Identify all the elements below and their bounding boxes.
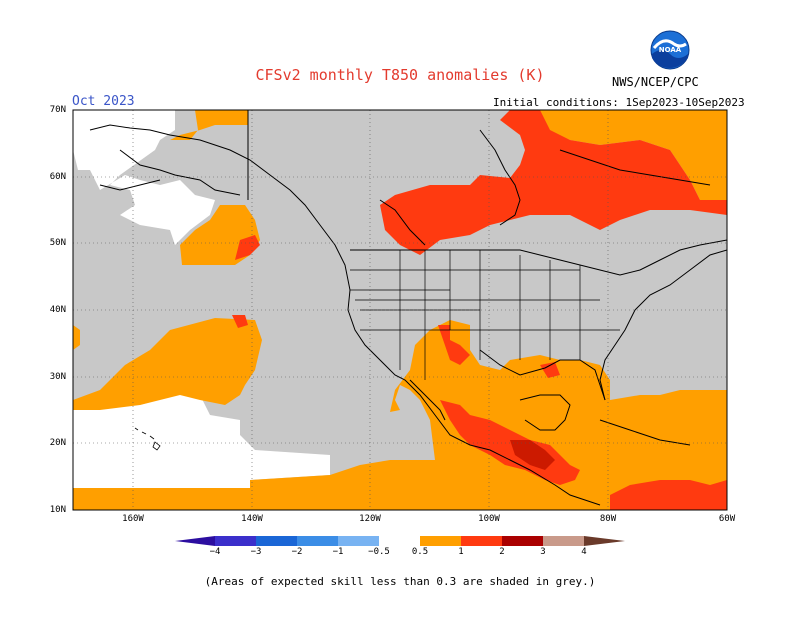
- red-region-gulf-alaska: [235, 235, 260, 260]
- initial-conditions: Initial conditions: 1Sep2023-10Sep2023: [493, 96, 745, 109]
- hawaii-islands: [134, 427, 161, 451]
- red-region-canada: [380, 110, 727, 255]
- colorbar-segment: [215, 536, 256, 546]
- lon-label: 100W: [478, 514, 500, 524]
- lat-label: 60N: [49, 172, 66, 182]
- lon-label: 120W: [359, 514, 381, 524]
- map-frame: [72, 109, 728, 511]
- red-region-caribbean: [610, 480, 727, 510]
- orange-region-north: [170, 110, 248, 140]
- colorbar-segment: [338, 536, 379, 546]
- colorbar-segment: [584, 536, 625, 546]
- lat-label: 40N: [49, 305, 66, 315]
- orange-region-northeast: [540, 110, 727, 200]
- agency-label: NWS/NCEP/CPC: [612, 75, 699, 89]
- orange-region-west: [73, 325, 80, 350]
- lon-label: 60W: [718, 514, 736, 524]
- white-region-alaska: [73, 110, 215, 245]
- coastlines: [89, 110, 727, 506]
- red-region-gulf: [540, 362, 560, 378]
- lon-label: 160W: [122, 514, 144, 524]
- colorbar-tick: 1: [458, 547, 464, 557]
- lat-label: 20N: [49, 438, 66, 448]
- colorbar-segment: [297, 536, 338, 546]
- colorbar-tick: 4: [581, 547, 587, 557]
- colorbar-tick: 3: [540, 547, 546, 557]
- svg-text:NOAA: NOAA: [659, 46, 682, 54]
- colorbar-segment: [420, 536, 461, 546]
- colorbar-segment: [461, 536, 502, 546]
- footnote: (Areas of expected skill less than 0.3 a…: [204, 575, 596, 588]
- lat-label: 10N: [49, 505, 66, 515]
- colorbar-segment: [379, 536, 420, 546]
- colorbar-segment: [502, 536, 543, 546]
- colorbar-tick: −1: [332, 547, 344, 557]
- white-region-arctic: [73, 110, 133, 140]
- noaa-logo-icon: NOAA: [650, 30, 690, 70]
- white-region-pacific: [73, 395, 330, 488]
- colorbar-tick: −3: [250, 547, 262, 557]
- lat-label: 70N: [49, 105, 66, 115]
- month-label: Oct 2023: [72, 94, 135, 109]
- lat-label: 50N: [49, 238, 66, 248]
- lon-label: 80W: [599, 514, 617, 524]
- lon-label: 140W: [241, 514, 263, 524]
- red-region-southwest: [438, 325, 470, 365]
- colorbar-tick: 0.5: [411, 547, 429, 557]
- colorbar-tick: −2: [291, 547, 303, 557]
- red-region-pacific-small: [232, 315, 248, 328]
- colorbar-tick: 2: [499, 547, 505, 557]
- colorbar-tick: −4: [209, 547, 221, 557]
- colorbar: [175, 536, 625, 546]
- colorbar-segment: [175, 536, 215, 546]
- darkred-region-central-america: [510, 440, 555, 470]
- colorbar-tick: −0.5: [368, 547, 390, 557]
- orange-region-pacific: [73, 318, 262, 410]
- lat-label: 30N: [49, 372, 66, 382]
- colorbar-segment: [543, 536, 584, 546]
- gridlines: [73, 110, 727, 510]
- colorbar-segment: [256, 536, 297, 546]
- chart-title: CFSv2 monthly T850 anomalies (K): [255, 66, 545, 84]
